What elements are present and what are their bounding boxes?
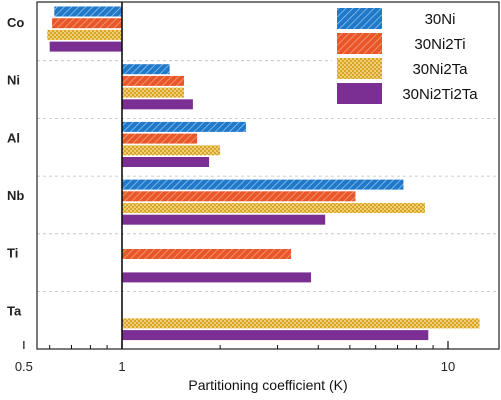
category-label: Ta [7, 303, 22, 318]
category-label: Ti [7, 246, 18, 261]
legend-swatch [337, 83, 382, 104]
category-label: Ni [7, 73, 20, 88]
bar-co-30ni2ta [47, 29, 122, 40]
legend: 30Ni 30Ni2Ti 30Ni2Ta 30Ni2Ti2Ta [332, 5, 497, 111]
y-axis-categories: Co Ni Al Nb Ti Ta [7, 15, 24, 319]
bar-al-30ni2ti2ta [122, 157, 210, 167]
x-tick-label: 1 [118, 359, 125, 374]
category-label: Nb [7, 188, 24, 203]
bar-al-30ni2ta [122, 145, 221, 156]
x-axis-ticks: 0.5 1 10 [15, 2, 455, 374]
legend-swatch [337, 58, 382, 79]
category-label: Al [7, 130, 20, 145]
category-label: Co [7, 15, 24, 30]
bar-ni-30ni [122, 64, 170, 75]
bar-co-30ni2ti2ta [49, 41, 122, 52]
bar-ni-30ni2ta [122, 87, 185, 98]
bar-co-30ni2ti [52, 18, 122, 29]
legend-swatch [337, 8, 382, 29]
legend-label: 30Ni2Ti2Ta [402, 86, 478, 103]
x-tick-label: 10 [441, 359, 455, 374]
bar-ta-30ni2ta [122, 318, 480, 329]
legend-label: 30Ni2Ti [414, 36, 465, 53]
legend-label: 30Ni2Ta [412, 61, 468, 78]
bar-ni-30ni2ti2ta [122, 99, 193, 110]
bars [47, 6, 480, 341]
bar-al-30ni [122, 121, 246, 132]
bar-nb-30ni [122, 179, 404, 190]
bar-ti-30ni2ti [122, 249, 292, 259]
bar-co-30ni [54, 6, 123, 17]
bar-nb-30ni2ti2ta [122, 214, 326, 225]
bar-nb-30ni2ti [122, 191, 356, 202]
x-tick-label: 0.5 [15, 359, 33, 374]
plot-frame [36, 1, 500, 350]
bar-nb-30ni2ta [122, 203, 425, 213]
x-axis-title: Partitioning coefficient (K) [188, 377, 347, 393]
legend-label: 30Ni [425, 11, 456, 28]
bar-ta-30ni2ti2ta [122, 330, 429, 341]
bar-ti-30ni2ti2ta [122, 272, 312, 283]
legend-swatch [337, 33, 382, 54]
bar-ni-30ni2ti [122, 75, 185, 86]
bar-al-30ni2ti [122, 133, 198, 144]
